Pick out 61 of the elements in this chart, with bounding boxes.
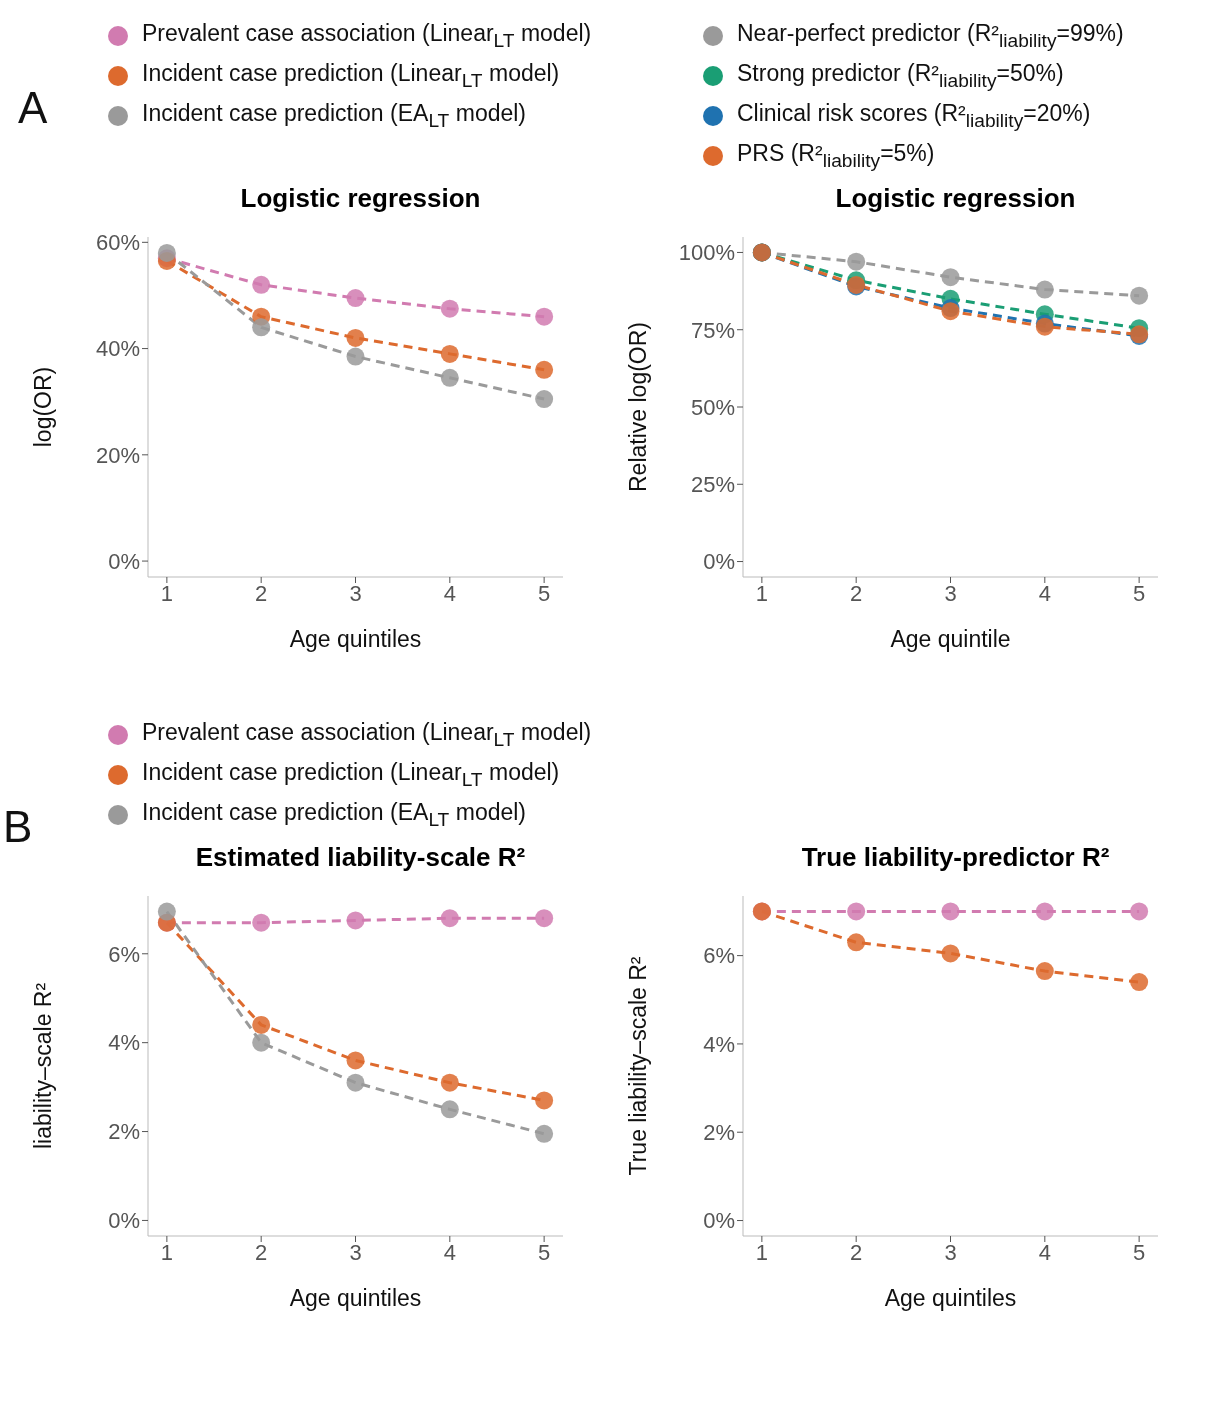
y-tick-label: 0% bbox=[108, 548, 140, 574]
y-axis-title: Relative log(OR) bbox=[625, 322, 652, 492]
legend-label: Strong predictor (R²$_{liability}$=50%) bbox=[737, 60, 1064, 92]
x-tick-label: 3 bbox=[944, 580, 957, 606]
text: A bbox=[18, 83, 48, 133]
x-tick-label: 5 bbox=[1133, 1239, 1146, 1265]
legend-label: Prevalent case association (Linear$_{LT}$ model) bbox=[142, 719, 592, 751]
chart-title: Logistic regression bbox=[834, 183, 1077, 215]
x-tick-label: 5 bbox=[538, 1239, 551, 1265]
x-axis-title: Age quintiles bbox=[289, 1285, 422, 1311]
x-axis-title: Age quintile bbox=[890, 626, 1011, 652]
y-axis-title: log(OR) bbox=[30, 366, 57, 448]
legend-label: Incident case prediction (EA$_{LT}$ model) bbox=[142, 799, 527, 831]
x-tick-label: 4 bbox=[443, 580, 456, 606]
y-tick-label: 0% bbox=[703, 549, 735, 575]
y-tick-label: 0% bbox=[108, 1208, 140, 1234]
x-tick-label: 3 bbox=[349, 1239, 362, 1265]
x-tick-label: 4 bbox=[443, 1239, 456, 1265]
y-tick-label: 0% bbox=[703, 1208, 735, 1234]
x-tick-label: 1 bbox=[755, 1239, 768, 1265]
x-tick-label: 2 bbox=[850, 580, 863, 606]
x-tick-label: 5 bbox=[1133, 580, 1146, 606]
legend-label: Incident case prediction (Linear$_{LT}$ model) bbox=[142, 759, 560, 791]
y-tick-label: 50% bbox=[690, 394, 735, 420]
legend-label: Incident case prediction (Linear$_{LT}$ model) bbox=[142, 60, 560, 92]
x-tick-label: 5 bbox=[538, 580, 551, 606]
x-tick-label: 2 bbox=[255, 580, 268, 606]
chart-title: Estimated liability-scale R² bbox=[195, 842, 526, 872]
text: B bbox=[3, 802, 33, 852]
y-tick-label: 60% bbox=[95, 230, 140, 256]
chart-title: Logistic regression bbox=[239, 183, 482, 215]
y-tick-label: 6% bbox=[703, 943, 735, 969]
legend-label: Near-perfect predictor (R²$_{liability}$=99%) bbox=[737, 20, 1124, 52]
legend-label: Clinical risk scores (R²$_{liability}$=20%) bbox=[737, 100, 1091, 132]
x-tick-label: 2 bbox=[255, 1239, 268, 1265]
x-tick-label: 1 bbox=[755, 580, 768, 606]
y-tick-label: 25% bbox=[690, 472, 735, 498]
y-tick-label: 2% bbox=[108, 1119, 140, 1145]
y-tick-label: 75% bbox=[690, 317, 735, 343]
chart-title: True liability-predictor R² bbox=[800, 842, 1111, 874]
y-tick-label: 4% bbox=[703, 1031, 735, 1057]
legend-label: Incident case prediction (EA$_{LT}$ model) bbox=[142, 100, 527, 132]
y-axis-title: True liability–scale R² bbox=[625, 956, 652, 1176]
x-tick-label: 4 bbox=[1038, 1239, 1051, 1265]
legend-label: Prevalent case association (Linear$_{LT}$ model) bbox=[142, 20, 592, 52]
x-tick-label: 1 bbox=[160, 580, 173, 606]
y-tick-label: 20% bbox=[95, 442, 140, 468]
y-tick-label: 2% bbox=[703, 1120, 735, 1146]
x-tick-label: 3 bbox=[349, 580, 362, 606]
x-tick-label: 4 bbox=[1038, 580, 1051, 606]
y-tick-label: 4% bbox=[108, 1030, 140, 1056]
y-tick-label: 40% bbox=[95, 336, 140, 362]
y-tick-label: 100% bbox=[678, 240, 735, 266]
x-tick-label: 3 bbox=[944, 1239, 957, 1265]
x-axis-title: Age quintiles bbox=[884, 1285, 1017, 1311]
x-tick-label: 2 bbox=[850, 1239, 863, 1265]
x-axis-title: Age quintiles bbox=[289, 626, 422, 652]
legend-label: PRS (R²$_{liability}$=5%) bbox=[737, 140, 935, 172]
x-tick-label: 1 bbox=[160, 1239, 173, 1265]
y-tick-label: 6% bbox=[108, 941, 140, 967]
y-axis-title: liability–scale R² bbox=[30, 982, 57, 1150]
